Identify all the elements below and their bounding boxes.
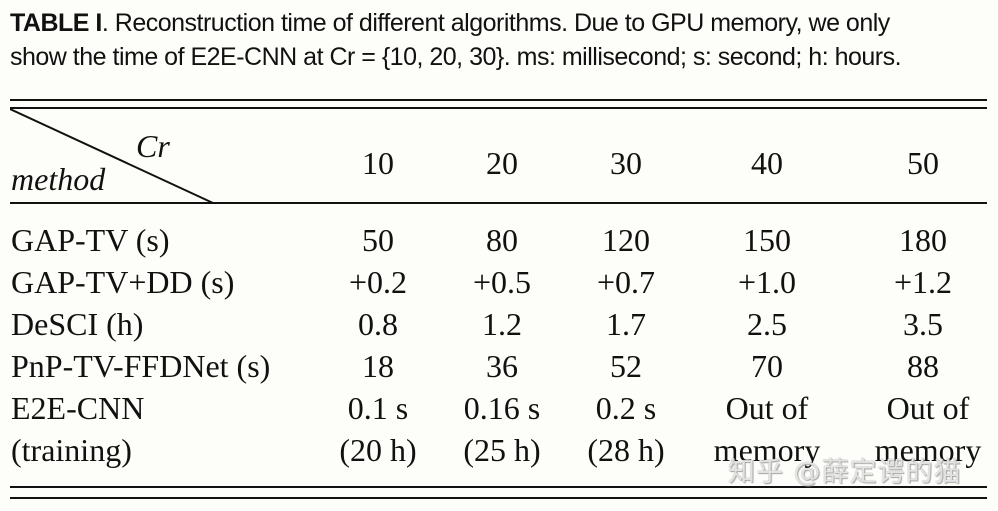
table-cell: (28 h) — [587, 432, 665, 468]
row-method-gap-tv-dd: GAP-TV+DD (s) — [11, 264, 235, 300]
bottom-rule-1 — [10, 486, 987, 488]
header-rule — [10, 202, 987, 204]
caption-text-line2: show the time of E2E-CNN at Cr = {10, 20… — [10, 43, 902, 71]
table-cell: Out of — [886, 390, 970, 426]
table-cell: 150 — [743, 222, 791, 258]
table-cell: 52 — [610, 348, 642, 384]
column-header-50: 50 — [907, 145, 939, 181]
diagonal-divider — [10, 108, 214, 204]
table-cell: 1.2 — [482, 306, 522, 342]
corner-header-method: method — [11, 161, 106, 197]
table-cell: 0.2 s — [595, 390, 657, 426]
top-rule-1 — [10, 99, 987, 101]
row-method-e2e-cnn: E2E-CNN — [11, 390, 145, 426]
top-rule-2 — [10, 107, 987, 109]
table-cell: Out of — [725, 390, 809, 426]
table-cell: 180 — [899, 222, 947, 258]
row-method-e2e-cnn-training: (training) — [11, 432, 132, 468]
corner-header-cr: Cr — [136, 128, 170, 164]
table-cell: 0.8 — [358, 306, 398, 342]
column-header-20: 20 — [486, 145, 518, 181]
table-cell: 2.5 — [747, 306, 787, 342]
column-header-40: 40 — [751, 145, 783, 181]
table-cell: +0.7 — [596, 264, 656, 300]
table-cell: 80 — [486, 222, 518, 258]
table-cell: (25 h) — [463, 432, 541, 468]
table-cell: memory — [713, 432, 821, 468]
table-cell: 88 — [907, 348, 939, 384]
table-cell: 3.5 — [903, 306, 943, 342]
table-cell: +0.5 — [472, 264, 532, 300]
table-cell: 0.16 s — [463, 390, 541, 426]
table-cell: 0.1 s — [347, 390, 409, 426]
table-cell: 1.7 — [606, 306, 646, 342]
row-method-pnp-tv-ffdnet: PnP-TV-FFDNet (s) — [11, 348, 271, 384]
caption-label: TABLE I — [10, 9, 102, 37]
table-cell: 36 — [486, 348, 518, 384]
table-cell: +1.2 — [893, 264, 953, 300]
column-header-10: 10 — [362, 145, 394, 181]
table-cell: +0.2 — [348, 264, 408, 300]
table-cell: +1.0 — [737, 264, 797, 300]
bottom-rule-2 — [10, 497, 987, 499]
caption-text-line1: . Reconstruction time of different algor… — [101, 9, 890, 37]
table-cell: 70 — [751, 348, 783, 384]
table-cell: (20 h) — [339, 432, 417, 468]
table-caption: TABLE I. Reconstruction time of differen… — [10, 6, 995, 74]
table-cell: 50 — [362, 222, 394, 258]
row-method-gap-tv: GAP-TV (s) — [11, 222, 170, 258]
watermark: 知乎 @薛定谔的猫 — [728, 457, 962, 488]
table-cell: 120 — [602, 222, 650, 258]
table-cell: 18 — [362, 348, 394, 384]
table-cell: memory — [874, 432, 982, 468]
column-header-30: 30 — [610, 145, 642, 181]
row-method-desci: DeSCI (h) — [11, 306, 144, 342]
